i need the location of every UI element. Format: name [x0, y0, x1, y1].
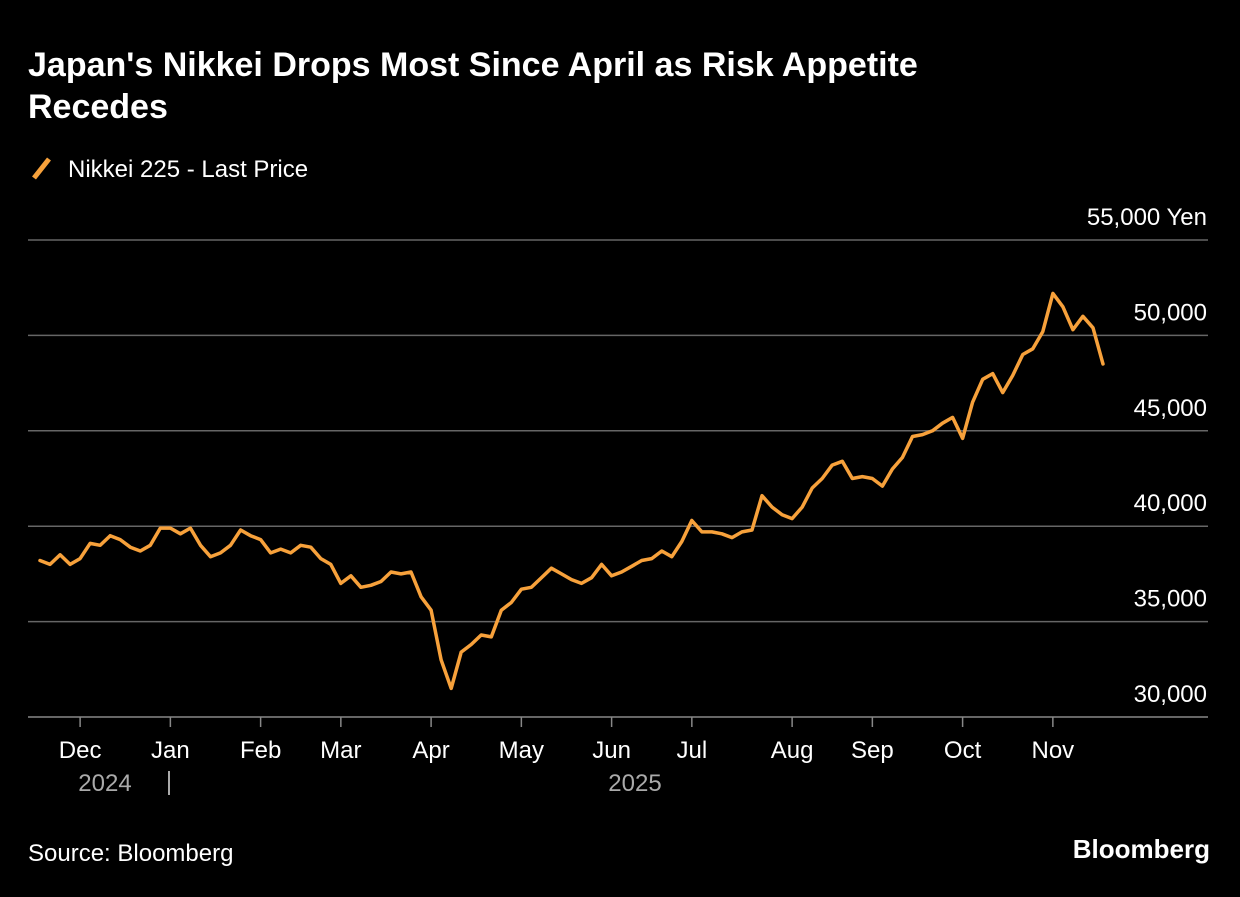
x-tick-label: Nov [1032, 737, 1075, 764]
x-tick-label: Apr [412, 737, 449, 764]
y-tick-label: 55,000 Yen [1087, 204, 1207, 231]
y-tick-label: 40,000 [1134, 490, 1207, 517]
legend-label: Nikkei 225 - Last Price [68, 156, 308, 183]
x-tick-label: Jan [151, 737, 190, 764]
y-tick-label: 50,000 [1134, 299, 1207, 326]
series-line [38, 291, 1105, 691]
x-tick-label: Jun [592, 737, 631, 764]
y-tick-label: 45,000 [1134, 395, 1207, 422]
brand: Bloomberg [1073, 834, 1210, 864]
legend-swatch [32, 157, 51, 180]
x-tick-label: Mar [320, 737, 361, 764]
x-tick-label: Feb [240, 737, 281, 764]
x-tick-label: Aug [771, 737, 814, 764]
year-label: 2024 [78, 770, 131, 797]
y-tick-label: 30,000 [1134, 681, 1207, 708]
x-tick-label: Jul [676, 737, 707, 764]
x-tick-label: Oct [944, 737, 982, 764]
x-tick-label: May [499, 737, 544, 764]
source: Source: Bloomberg [28, 840, 233, 867]
y-tick-label: 35,000 [1134, 586, 1207, 613]
x-tick-label: Sep [851, 737, 894, 764]
chart-title: Japan's Nikkei Drops Most Since April as… [28, 46, 918, 126]
year-label: 2025 [608, 770, 661, 797]
x-tick-label: Dec [59, 737, 102, 764]
